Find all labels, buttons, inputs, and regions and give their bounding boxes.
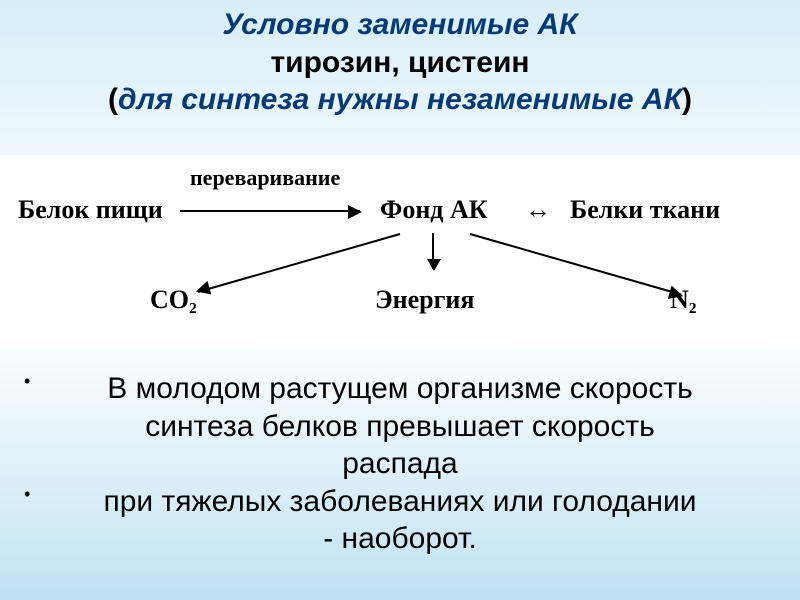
title-line-2: тирозин, цистеин	[0, 44, 800, 82]
node-digestion: переваривание	[190, 165, 340, 191]
title-line-1: Условно заменимые АК	[0, 6, 800, 44]
node-energy: Энергия	[375, 285, 474, 315]
slide: Условно заменимые АК тирозин, цистеин (д…	[0, 0, 800, 600]
arrow-digestion	[180, 210, 360, 212]
bottom-line-2: синтеза белков превышает скорость	[40, 408, 760, 446]
title-line-3: (для синтеза нужны незаменимые АК)	[0, 81, 800, 119]
header-block: Условно заменимые АК тирозин, цистеин (д…	[0, 6, 800, 119]
bottom-line-4: • при тяжелых заболеваниях или голодании	[40, 483, 760, 521]
arrow-to-energy	[432, 233, 434, 269]
node-n2: N₂	[670, 285, 697, 315]
bottom-text-block: • В молодом растущем организме скорость …	[40, 370, 760, 558]
bullet-icon: •	[24, 370, 30, 393]
node-co2: CO₂	[150, 285, 197, 315]
bottom-line-5: - наоборот.	[40, 520, 760, 558]
diagram-panel: Белок пищи переваривание Фонд АК ↔ Белки…	[0, 155, 800, 345]
bullet-icon: •	[24, 483, 30, 506]
node-tissue-protein: Белки ткани	[570, 195, 720, 225]
paren-close: )	[682, 83, 692, 116]
title-line-3-content: для синтеза нужны незаменимые АК	[118, 83, 682, 116]
arrow-to-co2	[198, 233, 400, 293]
bottom-line-1: • В молодом растущем организме скорость	[40, 370, 760, 408]
bottom-text-4: при тяжелых заболеваниях или голодании	[104, 485, 697, 518]
arrow-to-n2	[470, 233, 682, 296]
node-ak-fund: Фонд АК	[380, 195, 488, 225]
node-food-protein: Белок пищи	[18, 195, 163, 225]
bottom-line-3: распада	[40, 445, 760, 483]
paren-open: (	[108, 83, 118, 116]
bidirectional-arrow-icon: ↔	[525, 195, 551, 225]
bottom-text-1: В молодом растущем организме скорость	[107, 372, 692, 405]
